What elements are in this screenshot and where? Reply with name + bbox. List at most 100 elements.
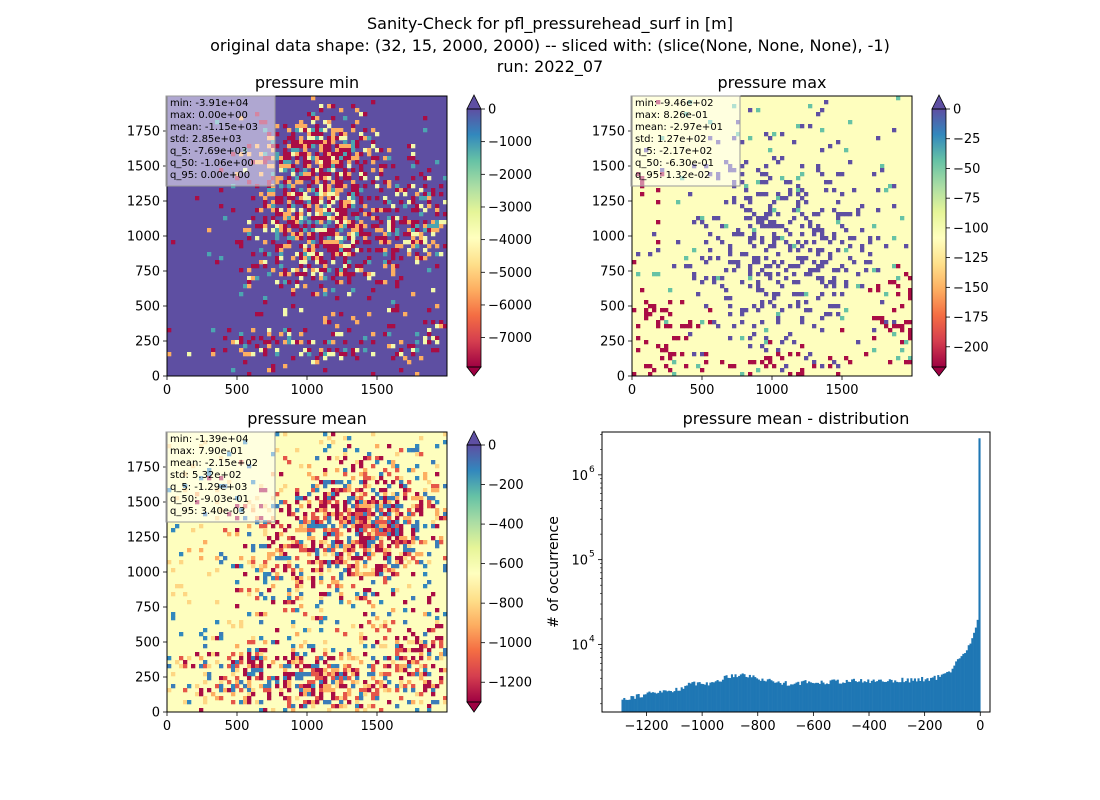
heatmap-cell — [403, 564, 408, 569]
heatmap-cell — [303, 704, 308, 709]
heatmap-cell — [235, 660, 240, 665]
heatmap-cell — [351, 200, 356, 205]
heatmap-cell — [343, 252, 348, 257]
heatmap-cell — [876, 316, 881, 321]
heatmap-cell — [335, 236, 340, 241]
heatmap-cell — [355, 268, 360, 273]
heatmap-cell — [888, 328, 893, 333]
heatmap-cell — [812, 268, 817, 273]
heatmap-cell — [688, 324, 693, 329]
heatmap-cell — [411, 512, 416, 517]
heatmap-cell — [339, 144, 344, 149]
histogram-bar — [626, 699, 629, 712]
heatmap-cell — [363, 572, 368, 577]
heatmap-cell — [411, 532, 416, 537]
heatmap-cell — [287, 128, 292, 133]
heatmap-cell — [435, 484, 440, 489]
heatmap-cell — [311, 292, 316, 297]
heatmap-cell — [299, 252, 304, 257]
heatmap-cell — [303, 244, 308, 249]
heatmap-cell — [295, 684, 300, 689]
heatmap-cell — [359, 200, 364, 205]
heatmap-cell — [443, 220, 447, 225]
heatmap-cell — [756, 288, 761, 293]
heatmap-cell — [760, 236, 765, 241]
heatmap-cell — [900, 340, 905, 345]
heatmap-cell — [279, 176, 284, 181]
histogram-bar — [761, 678, 764, 712]
heatmap-cell — [347, 144, 352, 149]
heatmap-cell — [640, 192, 645, 197]
heatmap-cell — [319, 564, 324, 569]
heatmap-cell — [267, 252, 272, 257]
histogram-bar — [949, 672, 952, 712]
heatmap-cell — [832, 292, 837, 297]
heatmap-cell — [199, 524, 204, 529]
heatmap-cell — [287, 512, 292, 517]
heatmap-cell — [263, 596, 268, 601]
heatmap-cell — [299, 256, 304, 261]
heatmap-cell — [247, 560, 252, 565]
heatmap-cell — [319, 212, 324, 217]
heatmap-cell — [327, 152, 332, 157]
heatmap-cell — [311, 112, 316, 117]
heatmap-cell — [279, 248, 284, 253]
heatmap-cell — [748, 372, 753, 376]
heatmap-cell — [383, 568, 388, 573]
heatmap-cell — [820, 280, 825, 285]
heatmap-cell — [828, 304, 833, 309]
heatmap-cell — [844, 308, 849, 313]
heatmap-cell — [335, 240, 340, 245]
heatmap-cell — [407, 640, 412, 645]
heatmap-cell — [291, 624, 296, 629]
heatmap-cell — [247, 372, 252, 376]
heatmap-cell — [768, 176, 773, 181]
heatmap-cell — [411, 176, 416, 181]
heatmap-cell — [187, 548, 192, 553]
heatmap-cell — [407, 680, 412, 685]
colorbar-tick-label: −3000 — [488, 200, 532, 215]
heatmap-cell — [303, 160, 308, 165]
heatmap-cell — [311, 548, 316, 553]
heatmap-cell — [331, 104, 336, 109]
heatmap-cell — [315, 192, 320, 197]
heatmap-cell — [279, 168, 284, 173]
panel-title: pressure min — [255, 73, 359, 92]
heatmap-cell — [351, 548, 356, 553]
heatmap-cell — [383, 556, 388, 561]
heatmap-cell — [339, 128, 344, 133]
histogram-bar — [750, 677, 753, 712]
heatmap-cell — [427, 648, 432, 653]
heatmap-cell — [399, 644, 404, 649]
heatmap-cell — [419, 552, 424, 557]
heatmap-cell — [175, 660, 180, 665]
heatmap-cell — [283, 676, 288, 681]
heatmap-cell — [760, 220, 765, 225]
histogram-bar — [653, 692, 656, 712]
heatmap-cell — [820, 128, 825, 133]
heatmap-cell — [768, 148, 773, 153]
heatmap-cell — [351, 668, 356, 673]
heatmap-cell — [331, 168, 336, 173]
heatmap-cell — [331, 160, 336, 165]
heatmap-cell — [315, 140, 320, 145]
heatmap-cell — [696, 364, 701, 369]
heatmap-cell — [728, 244, 733, 249]
heatmap-cell — [387, 536, 392, 541]
heatmap-cell — [351, 680, 356, 685]
heatmap-cell — [712, 320, 717, 325]
heatmap-cell — [203, 628, 208, 633]
heatmap-cell — [295, 596, 300, 601]
heatmap-cell — [259, 648, 264, 653]
heatmap-cell — [299, 688, 304, 693]
colorbar-gradient — [932, 109, 946, 367]
heatmap-cell — [283, 272, 288, 277]
heatmap-cell — [363, 176, 368, 181]
heatmap-cell — [283, 152, 288, 157]
heatmap-cell — [363, 492, 368, 497]
heatmap-cell — [303, 152, 308, 157]
heatmap-cell — [339, 460, 344, 465]
heatmap-cell — [431, 224, 436, 229]
histogram-bar — [686, 685, 689, 712]
heatmap-cell — [363, 564, 368, 569]
